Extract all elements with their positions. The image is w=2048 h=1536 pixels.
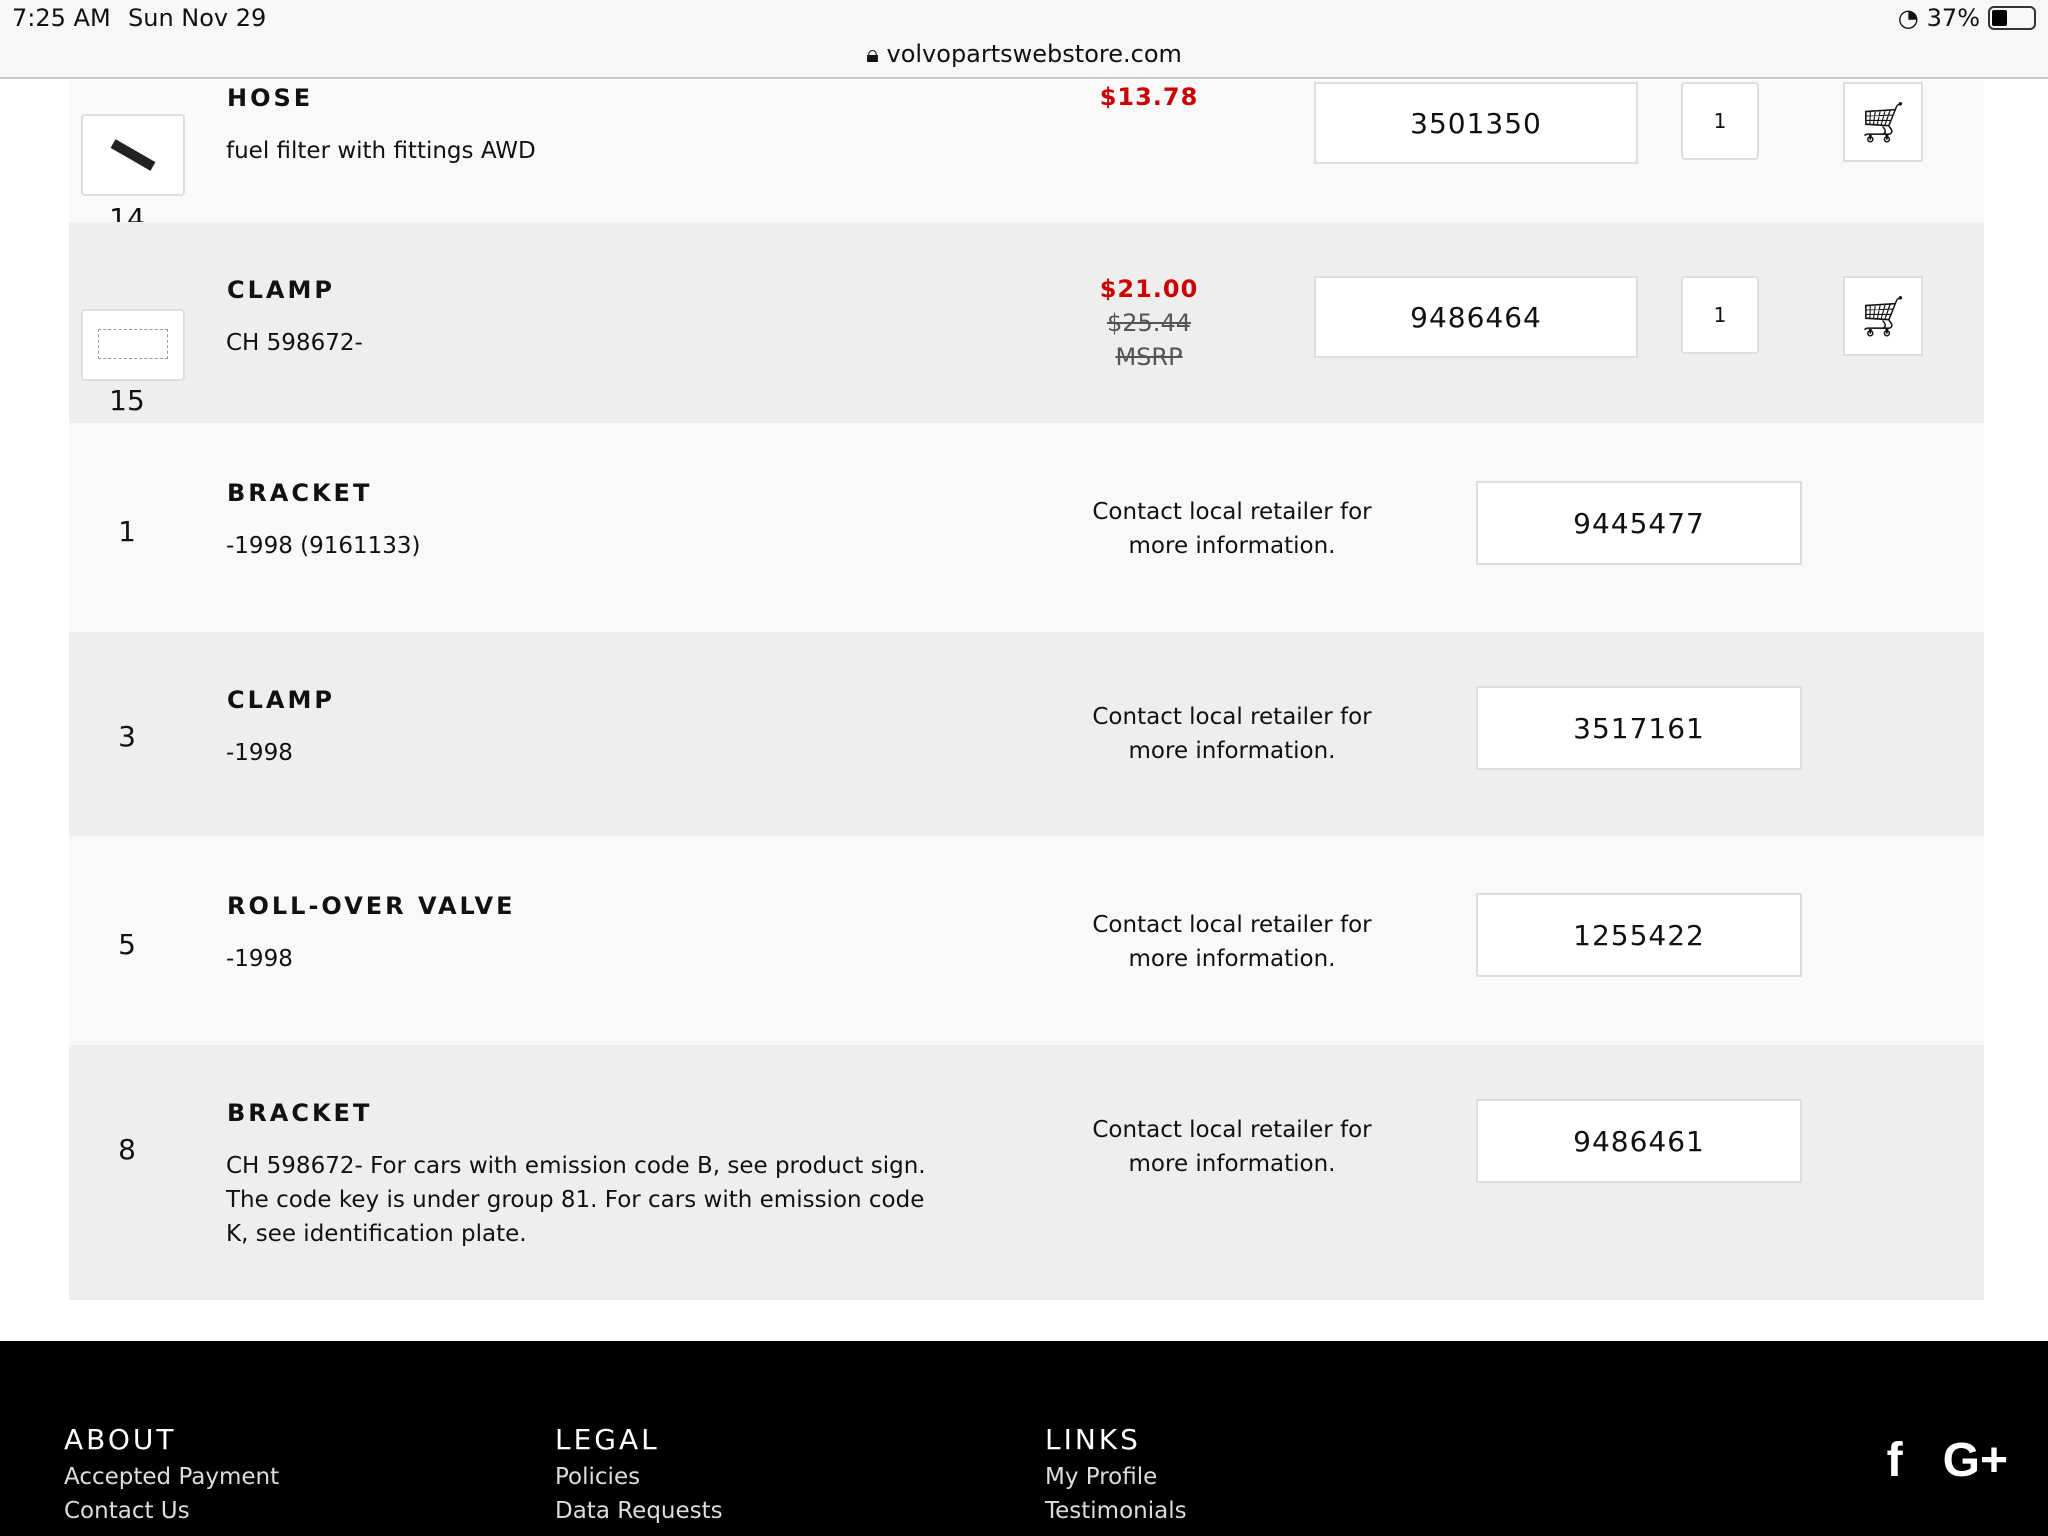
add-to-cart-button[interactable]: 🛒︎ bbox=[1843, 276, 1923, 356]
footer-link-testimonials[interactable]: Testimonials bbox=[1045, 1498, 1187, 1524]
address-bar[interactable]: 🔒︎ volvopartswebstore.com bbox=[0, 40, 2048, 68]
footer-link-accepted-payment[interactable]: Accepted Payment bbox=[64, 1464, 280, 1490]
part-desc: CH 598672- For cars with emission code B… bbox=[226, 1153, 926, 1247]
part-desc: -1998 bbox=[226, 740, 293, 766]
part-index: 3 bbox=[118, 720, 136, 753]
footer-link-policies[interactable]: Policies bbox=[555, 1464, 641, 1490]
part-price: $13.78 bbox=[1099, 83, 1199, 111]
msrp-price: $25.44 bbox=[1107, 309, 1191, 337]
footer-link-data-requests[interactable]: Data Requests bbox=[555, 1498, 723, 1524]
part-row: 5 ROLL-OVER VALVE -1998 Contact local re… bbox=[69, 836, 1984, 1045]
part-title: CLAMP bbox=[227, 276, 335, 304]
part-desc: fuel filter with fittings AWD bbox=[226, 138, 536, 164]
part-index: 15 bbox=[109, 384, 145, 417]
part-title: BRACKET bbox=[227, 479, 373, 507]
part-title: CLAMP bbox=[227, 686, 335, 714]
quantity-input[interactable]: 1 bbox=[1681, 276, 1759, 354]
part-index: 8 bbox=[118, 1133, 136, 1166]
part-desc: CH 598672- bbox=[226, 330, 363, 356]
part-number-field[interactable]: 9486464 bbox=[1314, 276, 1638, 358]
part-title: BRACKET bbox=[227, 1099, 373, 1127]
part-title: ROLL-OVER VALVE bbox=[227, 892, 516, 920]
part-thumbnail[interactable] bbox=[81, 114, 185, 196]
footer-link-contact-us[interactable]: Contact Us bbox=[64, 1498, 190, 1524]
url-text: volvopartswebstore.com bbox=[886, 40, 1182, 68]
footer-link-my-profile[interactable]: My Profile bbox=[1045, 1464, 1158, 1490]
add-to-cart-button[interactable]: 🛒︎ bbox=[1843, 82, 1923, 162]
part-title: HOSE bbox=[227, 84, 314, 112]
footer-links: LINKS My Profile Testimonials bbox=[1045, 1423, 1187, 1528]
part-row: 8 BRACKET CH 598672- For cars with emiss… bbox=[69, 1045, 1984, 1300]
wifi-icon: ◔ bbox=[1897, 4, 1919, 32]
battery-icon bbox=[1988, 6, 2036, 30]
contact-retailer-text: Contact local retailer for more informat… bbox=[1092, 499, 1372, 559]
footer: ABOUT Accepted Payment Contact Us LEGAL … bbox=[0, 1341, 2048, 1536]
part-number-field[interactable]: 9445477 bbox=[1476, 481, 1802, 565]
status-date: Sun Nov 29 bbox=[128, 4, 267, 32]
quantity-input[interactable]: 1 bbox=[1681, 82, 1759, 160]
part-number-field[interactable]: 9486461 bbox=[1476, 1099, 1802, 1183]
part-number-field[interactable]: 1255422 bbox=[1476, 893, 1802, 977]
part-thumbnail[interactable] bbox=[81, 309, 185, 381]
footer-heading: ABOUT bbox=[64, 1423, 177, 1456]
msrp-label: MSRP bbox=[1115, 343, 1183, 371]
part-index: 1 bbox=[118, 515, 136, 548]
cart-plus-icon: 🛒︎ bbox=[1857, 293, 1909, 340]
contact-retailer-text: Contact local retailer for more informat… bbox=[1092, 1117, 1372, 1177]
part-row: 14 HOSE fuel filter with fittings AWD $1… bbox=[69, 80, 1984, 222]
footer-heading: LINKS bbox=[1045, 1423, 1141, 1456]
part-desc: -1998 (9161133) bbox=[226, 533, 421, 559]
part-row: 1 BRACKET -1998 (9161133) Contact local … bbox=[69, 423, 1984, 632]
footer-legal: LEGAL Policies Data Requests bbox=[555, 1423, 723, 1528]
footer-about: ABOUT Accepted Payment Contact Us bbox=[64, 1423, 279, 1528]
footer-heading: LEGAL bbox=[555, 1423, 660, 1456]
contact-retailer-text: Contact local retailer for more informat… bbox=[1092, 704, 1372, 764]
lock-icon: 🔒︎ bbox=[866, 40, 887, 68]
facebook-icon[interactable]: f bbox=[1886, 1434, 1903, 1487]
part-row: 3 CLAMP -1998 Contact local retailer for… bbox=[69, 632, 1984, 836]
part-price: $21.00 bbox=[1099, 275, 1199, 303]
part-number-field[interactable]: 3501350 bbox=[1314, 82, 1638, 164]
contact-retailer-text: Contact local retailer for more informat… bbox=[1092, 912, 1372, 972]
battery-percent: 37% bbox=[1926, 4, 1980, 32]
status-bar: 7:25 AM Sun Nov 29 ◔ 37% 🔒︎ volvopartswe… bbox=[0, 0, 2048, 79]
cart-plus-icon: 🛒︎ bbox=[1857, 99, 1909, 146]
part-row: 15 CLAMP CH 598672- $21.00 $25.44 MSRP 9… bbox=[69, 222, 1984, 423]
status-time: 7:25 AM bbox=[12, 4, 111, 32]
part-number-field[interactable]: 3517161 bbox=[1476, 686, 1802, 770]
part-desc: -1998 bbox=[226, 946, 293, 972]
google-plus-icon[interactable]: G+ bbox=[1942, 1434, 2008, 1487]
part-index: 14 bbox=[109, 202, 145, 222]
part-index: 5 bbox=[118, 928, 136, 961]
